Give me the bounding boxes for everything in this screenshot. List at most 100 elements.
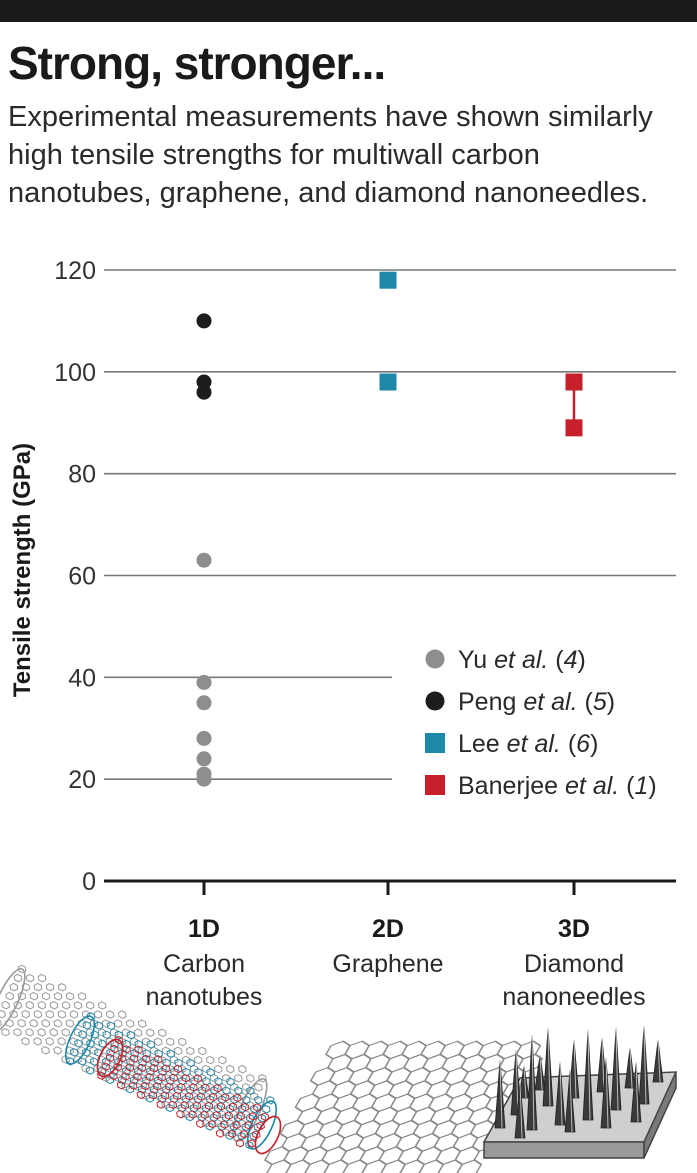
lattice-hex xyxy=(85,1001,95,1010)
legend-text-part: Banerjee xyxy=(458,772,565,800)
lattice-hex xyxy=(141,1076,151,1085)
lattice-hex xyxy=(45,983,55,992)
lattice-hex xyxy=(85,1066,95,1075)
lattice-hex xyxy=(254,1095,263,1105)
lattice-hex xyxy=(161,1046,171,1056)
lattice-hex xyxy=(105,1053,115,1063)
legend-text-part: ) xyxy=(607,688,615,716)
lattice-hex xyxy=(166,1049,176,1058)
lattice-hex xyxy=(177,1037,187,1047)
lattice-hex xyxy=(53,1019,63,1028)
lattice-hex xyxy=(57,1037,67,1046)
lattice-hex xyxy=(1,1027,10,1037)
lattice-hex xyxy=(169,1073,179,1083)
nanoneedle-highlight xyxy=(531,1034,535,1131)
lattice-hex xyxy=(133,1067,143,1076)
y-tick-label: 20 xyxy=(68,766,96,794)
lattice-hex xyxy=(213,1083,222,1093)
nanoneedle-highlight xyxy=(629,1047,633,1089)
lattice-hex xyxy=(113,1062,123,1072)
lattice-hex xyxy=(101,1046,111,1055)
lattice-hex xyxy=(109,1055,119,1064)
lattice-hex xyxy=(69,1010,79,1019)
lattice-hex xyxy=(25,1000,35,1010)
lattice-hex xyxy=(97,1071,106,1080)
lattice-hex xyxy=(114,1030,124,1040)
lattice-hex xyxy=(73,1001,83,1010)
lattice-hex xyxy=(109,1028,119,1037)
lattice-hex xyxy=(0,1018,2,1028)
nanoneedle-highlight xyxy=(559,1061,563,1126)
data-point-1 xyxy=(196,771,212,787)
lattice-hex xyxy=(33,982,43,992)
nanoneedle-highlight xyxy=(605,1057,609,1129)
lattice-hex xyxy=(121,1066,131,1076)
lattice-hex xyxy=(239,1129,249,1139)
lattice-hex xyxy=(13,973,23,983)
lattice-hex xyxy=(81,1064,90,1073)
category-label: 1D xyxy=(188,915,220,943)
nanoneedle xyxy=(600,1057,612,1129)
category-sublabel: nanoneedles xyxy=(502,983,645,1011)
lattice-hex xyxy=(456,1159,483,1173)
lattice-hex xyxy=(257,1113,267,1123)
legend-marker xyxy=(425,649,445,669)
nanoneedle-highlight xyxy=(499,1059,503,1129)
lattice-hex xyxy=(49,1001,59,1010)
lattice-hex xyxy=(37,973,47,983)
lattice-hex xyxy=(37,1028,47,1037)
lattice-hex xyxy=(21,982,31,992)
lattice-hex xyxy=(102,1030,112,1039)
legend-entry: Lee et al. (6) xyxy=(458,730,598,758)
lattice-hex xyxy=(78,1030,87,1039)
lattice-hex xyxy=(125,1084,135,1094)
lattice-hex xyxy=(237,1131,246,1141)
lattice-hex xyxy=(49,1028,59,1037)
legend-marker xyxy=(425,691,445,711)
legend-text-part: 5 xyxy=(593,688,607,716)
lattice-hex xyxy=(129,1075,139,1085)
lattice-hex xyxy=(195,1119,205,1129)
lattice-hex xyxy=(0,1009,6,1019)
lattice-hex xyxy=(160,1091,170,1100)
data-point-1 xyxy=(196,674,212,690)
lattice-hex xyxy=(176,1109,185,1119)
y-tick-label: 120 xyxy=(54,257,96,285)
lattice-hex xyxy=(136,1090,146,1100)
lattice-hex xyxy=(101,1057,111,1067)
nanotube-illustration xyxy=(0,964,282,1155)
lattice-hex xyxy=(17,964,27,974)
chart-subtitle: Experimental measurements have shown sim… xyxy=(8,101,653,209)
lattice-hex xyxy=(140,1081,150,1091)
nanoneedle-illustration xyxy=(482,1025,678,1159)
lattice-hex xyxy=(153,1076,163,1085)
lattice-hex xyxy=(186,1058,196,1068)
lattice-hex xyxy=(145,1067,155,1076)
lattice-hex xyxy=(133,1055,143,1064)
lattice-hex xyxy=(251,1130,261,1139)
legend-text-part: et al. xyxy=(507,730,561,758)
lattice-hex xyxy=(33,1037,42,1046)
lattice-hex xyxy=(45,1037,55,1046)
nanoneedle xyxy=(568,1039,580,1099)
tube xyxy=(64,1012,278,1150)
lattice-hex xyxy=(21,1037,30,1046)
nanoneedle-highlight xyxy=(547,1027,551,1107)
lattice-hex xyxy=(57,982,67,992)
lattice-hex xyxy=(128,1081,138,1090)
lattice-hex xyxy=(93,1037,103,1046)
nanoneedle-highlight xyxy=(519,1081,523,1139)
lattice-hex xyxy=(173,1064,183,1074)
lattice-hex xyxy=(29,1019,39,1028)
nanoneedle-highlight xyxy=(539,1054,543,1091)
lattice-hex xyxy=(41,1046,50,1055)
lattice-hex xyxy=(224,1111,234,1120)
lattice-hex xyxy=(205,1055,215,1065)
lattice-hex xyxy=(61,1001,71,1010)
nanoneedle-highlight xyxy=(569,1069,573,1133)
data-point-3 xyxy=(379,271,397,289)
legend-marker xyxy=(425,775,445,795)
substrate-front xyxy=(483,1141,645,1159)
nanoneedle xyxy=(514,1081,526,1139)
y-tick-label: 100 xyxy=(54,359,96,387)
